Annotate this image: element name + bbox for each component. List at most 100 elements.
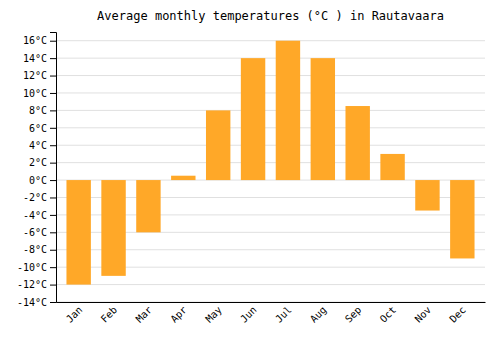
grid-line [56, 302, 485, 303]
y-tick-label: 12°C [23, 70, 47, 81]
grid-line [56, 75, 485, 76]
bar [66, 180, 90, 285]
y-tick: 10°C [23, 88, 56, 99]
y-axis-line [50, 33, 57, 303]
grid-line [56, 145, 485, 146]
bar [101, 180, 125, 276]
x-tick-label: May [203, 304, 224, 325]
y-tick-mark [50, 215, 56, 216]
chart-svg: -14°C -12°C -10°C -8°C -6°C -4°C -2°C 0°C 2°C 4°C… [0, 0, 500, 350]
x-tick: Nov [413, 304, 434, 325]
y-tick-label: 10°C [23, 88, 47, 99]
x-tick-label: Jun [238, 304, 259, 325]
y-tick-mark [50, 197, 56, 198]
bar [241, 58, 265, 180]
y-tick-mark [50, 41, 56, 42]
x-tick-label: Oct [378, 304, 399, 325]
y-tick-mark [50, 110, 56, 111]
y-tick-label: -12°C [17, 279, 47, 290]
y-tick-label: -14°C [17, 297, 47, 308]
x-tick: Sep [343, 304, 364, 325]
grid-line [56, 127, 485, 128]
y-tick-mark [50, 180, 56, 181]
x-tick: Jun [238, 304, 259, 325]
y-tick-mark [50, 302, 56, 303]
y-tick: -12°C [17, 279, 56, 290]
grid-line [56, 110, 485, 111]
x-tick: Aug [308, 304, 329, 325]
y-tick: -14°C [17, 297, 56, 308]
bar [450, 180, 474, 258]
x-tick-label: Apr [168, 304, 189, 325]
y-tick: -10°C [17, 262, 56, 273]
y-tick-mark [50, 145, 56, 146]
x-axis: Jan Feb Mar Apr May Jun Jul Aug Sep Oct Nov Dec [57, 303, 486, 325]
x-tick: Dec [447, 304, 468, 325]
y-tick-label: -6°C [23, 227, 47, 238]
grid [56, 41, 485, 302]
x-tick: Jul [273, 304, 294, 325]
x-tick-label: Feb [99, 304, 120, 325]
bars [66, 41, 474, 285]
y-tick-label: -4°C [23, 210, 47, 221]
y-tick-mark [50, 58, 56, 59]
x-tick-label: Dec [447, 304, 468, 325]
y-tick-mark [50, 250, 56, 251]
grid-line [56, 40, 485, 41]
y-tick-label: -2°C [23, 192, 47, 203]
x-tick: Apr [168, 304, 189, 325]
grid-line [56, 284, 485, 285]
y-tick-label: 0°C [29, 175, 47, 186]
x-tick: Jan [64, 304, 85, 325]
bar [206, 110, 230, 180]
y-tick: 16°C [23, 35, 56, 46]
y-tick: -4°C [23, 210, 56, 221]
bar [311, 58, 335, 180]
x-tick-label: Jul [273, 304, 294, 325]
x-tick-label: Sep [343, 304, 364, 325]
y-tick-mark [50, 285, 56, 286]
y-tick: 12°C [23, 70, 56, 81]
y-tick: -6°C [23, 227, 56, 238]
y-tick: 0°C [29, 175, 56, 186]
y-tick-mark [50, 93, 56, 94]
x-axis-line [57, 302, 486, 303]
y-tick-label: 6°C [29, 123, 47, 134]
y-tick: -8°C [23, 244, 56, 255]
x-tick-label: Aug [308, 304, 329, 325]
bar [380, 154, 404, 180]
grid-line [56, 162, 485, 163]
grid-line [56, 92, 485, 93]
chart-container: -14°C -12°C -10°C -8°C -6°C -4°C -2°C 0°C 2°C 4°C… [0, 0, 500, 350]
y-tick: 6°C [29, 123, 56, 134]
y-tick: 4°C [29, 140, 56, 151]
bar [415, 180, 439, 210]
y-tick-label: 2°C [29, 157, 47, 168]
x-tick-label: Nov [413, 304, 434, 325]
bar [171, 176, 195, 180]
x-tick-label: Mar [134, 304, 155, 325]
bar [276, 41, 300, 180]
grid-line [56, 58, 485, 59]
y-tick-mark [50, 76, 56, 77]
y-tick-mark [50, 232, 56, 233]
bar [345, 106, 369, 180]
title: Average monthly temperatures (°C ) in Ra… [97, 9, 444, 23]
y-tick-mark [50, 128, 56, 129]
y-tick: 2°C [29, 157, 56, 168]
x-tick: Mar [134, 304, 155, 325]
plot: -14°C -12°C -10°C -8°C -6°C -4°C -2°C 0°C 2°C 4°C… [17, 33, 486, 325]
y-tick-mark [50, 267, 56, 268]
x-tick-label: Jan [64, 304, 85, 325]
y-tick: 14°C [23, 53, 56, 64]
y-tick: -2°C [23, 192, 56, 203]
x-tick: Feb [99, 304, 120, 325]
y-tick-label: -10°C [17, 262, 47, 273]
y-tick-label: 14°C [23, 53, 47, 64]
y-tick-mark [50, 163, 56, 164]
x-tick: May [203, 304, 224, 325]
y-tick: 8°C [29, 105, 56, 116]
x-tick: Oct [378, 304, 399, 325]
y-tick-label: 16°C [23, 35, 47, 46]
y-tick-label: 8°C [29, 105, 47, 116]
